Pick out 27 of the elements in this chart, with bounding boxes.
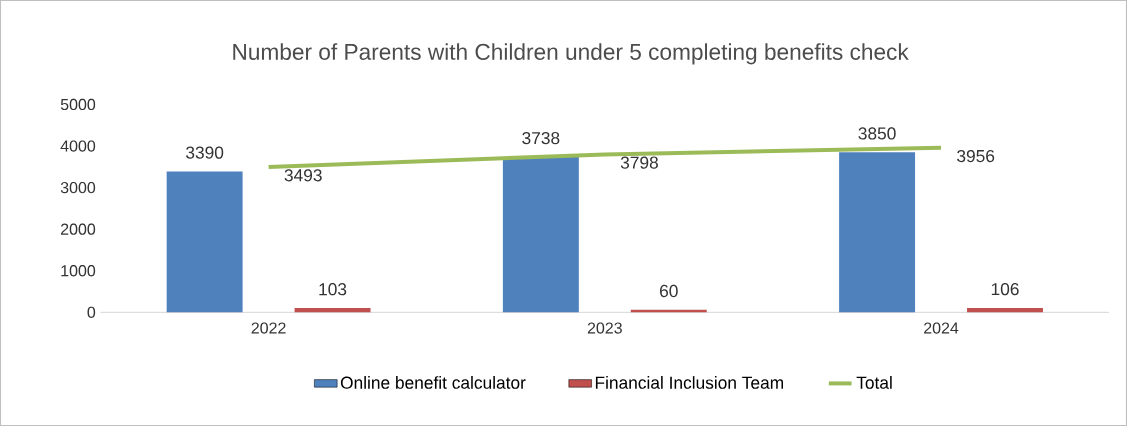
y-tick-label: 4000	[60, 140, 96, 152]
chart-title: Number of Parents with Children under 5 completing benefits check	[233, 43, 909, 65]
data-label: 3390	[186, 146, 224, 159]
data-label: 3738	[522, 131, 560, 145]
bar	[166, 171, 243, 313]
y-tick-label: 0	[87, 306, 96, 318]
data-label: 3798	[620, 156, 658, 169]
data-label: 3493	[284, 169, 322, 182]
data-label: 3956	[957, 149, 995, 163]
data-label: 106	[991, 282, 1019, 296]
legend-label: Online benefit calculator	[340, 376, 526, 389]
data-label: 3850	[858, 127, 896, 140]
bar	[294, 307, 371, 313]
x-tick-label: 2024	[924, 322, 959, 334]
x-tick-label: 2023	[587, 322, 622, 334]
data-label: 103	[319, 283, 347, 296]
bar	[502, 156, 579, 313]
y-tick-label: 1000	[61, 265, 96, 277]
legend-label: Total	[856, 376, 892, 389]
y-tick-label: 5000	[60, 98, 96, 111]
data-label: 60	[660, 284, 678, 298]
legend-label: Financial Inclusion Team	[595, 376, 784, 389]
y-tick-label: 2000	[60, 223, 96, 235]
bar	[967, 307, 1043, 313]
x-tick-label: 2022	[251, 322, 286, 334]
bar	[839, 152, 916, 313]
y-tick-label: 3000	[60, 181, 96, 194]
